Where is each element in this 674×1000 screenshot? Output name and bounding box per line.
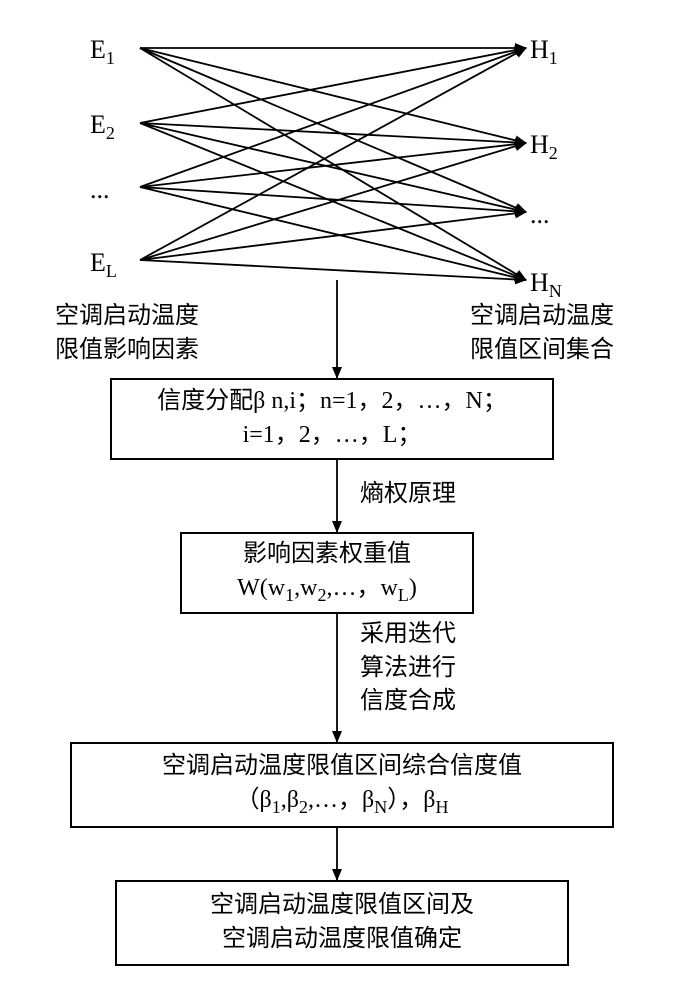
box-combined-belief: 空调启动温度限值区间综合信度值 （β1,β2,…，βN），βH <box>70 742 614 828</box>
left-node-e1: E1 <box>90 35 115 69</box>
box-factor-weights: 影响因素权重值 W(w1,w2,…，wL) <box>180 532 474 614</box>
label-iterative-algorithm: 采用迭代 算法进行 信度合成 <box>360 618 456 719</box>
box-belief-allocation: 信度分配β n,i；n=1，2，…，N； i=1，2，…，L； <box>110 378 554 460</box>
left-node-e2: E2 <box>90 110 115 144</box>
box-result: 空调启动温度限值区间及 空调启动温度限值确定 <box>115 880 569 966</box>
label-entropy-weight: 熵权原理 <box>360 478 456 512</box>
left-node-ellipsis: ... <box>90 175 110 205</box>
right-node-ellipsis: ... <box>530 200 550 230</box>
right-node-h2: H2 <box>530 130 558 164</box>
right-node-h1: H1 <box>530 35 558 69</box>
right-node-hn: HN <box>530 268 562 302</box>
left-node-el: EL <box>90 248 117 282</box>
diagram-connectors <box>0 0 674 1000</box>
right-caption: 空调启动温度 限值区间集合 <box>470 300 614 367</box>
left-caption: 空调启动温度 限值影响因素 <box>55 300 199 367</box>
